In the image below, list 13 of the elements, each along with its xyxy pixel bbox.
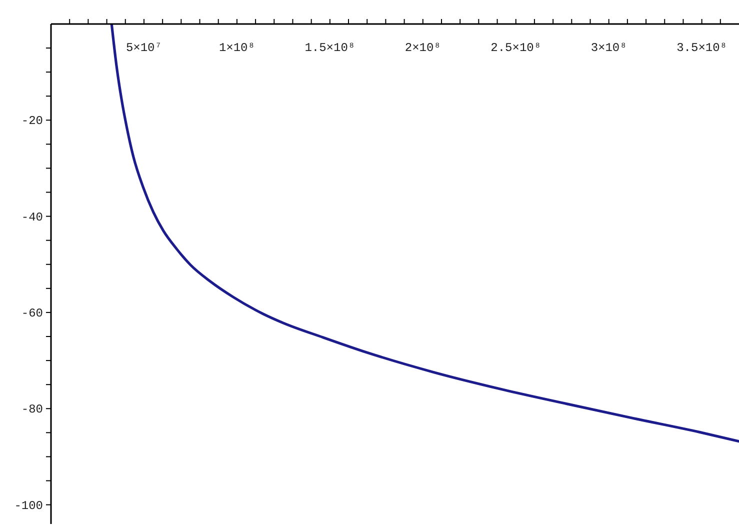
line-series <box>110 24 739 443</box>
x-tick-label: 1.5×10⁸ <box>304 41 356 55</box>
x-tick-label: 3×10⁸ <box>590 41 627 55</box>
x-tick-label: 2.5×10⁸ <box>490 41 542 55</box>
y-tick-label: -80 <box>21 402 43 417</box>
y-tick-label: -100 <box>14 498 43 513</box>
x-tick-label: 2×10⁸ <box>404 41 441 55</box>
x-tick-label: 5×10⁷ <box>126 41 162 55</box>
y-tick-label: -20 <box>21 114 43 128</box>
y-tick-label: -60 <box>21 306 43 320</box>
y-tick-label: -40 <box>21 210 43 224</box>
x-tick-label: 1×10⁸ <box>218 41 255 55</box>
x-tick-label: 3.5×10⁸ <box>676 41 728 55</box>
